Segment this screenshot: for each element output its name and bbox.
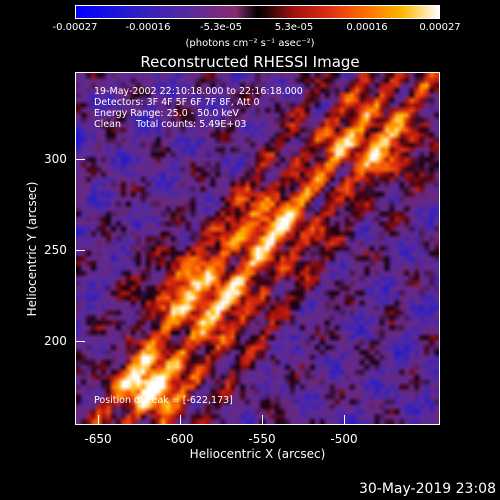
energy-range-text: Energy Range: 25.0 - 50.0 keV [94,108,239,119]
x-tick-label: -500 [330,432,358,446]
colorbar-tick: 5.3e-05 [274,22,314,33]
x-tick-label: -550 [248,432,276,446]
y-tick-mark [75,159,85,160]
colorbar-tick: -0.00016 [125,22,171,33]
timestamp: 30-May-2019 23:08 [358,481,496,497]
y-tick-label: 300 [44,152,67,166]
x-tick-mark [344,415,345,425]
x-tick-mark [262,415,263,425]
colorbar-tick: 0.00027 [419,22,461,33]
y-tick-label: 200 [44,334,67,348]
time-range-text: 19-May-2002 22:10:18.000 to 22:16:18.000 [94,86,303,97]
colorbar [75,5,440,19]
y-tick-mark [75,341,85,342]
colorbar-tick: -5.3e-05 [200,22,242,33]
colorbar-tick: -0.00027 [52,22,98,33]
clean-counts-text: Clean Total counts: 5.49E+03 [94,119,247,130]
colorbar-units: (photons cm⁻² s⁻¹ asec⁻²) [185,38,315,49]
image-plot: 19-May-2002 22:10:18.000 to 22:16:18.000… [75,72,440,425]
x-tick-label: -600 [166,432,194,446]
x-tick-mark [180,415,181,425]
y-tick-label: 250 [44,243,67,257]
y-axis-label: Heliocentric Y (arcsec) [25,181,39,317]
y-tick-mark [75,250,85,251]
heatmap-image [76,73,439,424]
peak-position-text: Position of Peak = [-622,173] [94,395,233,406]
x-tick-label: -650 [84,432,112,446]
x-tick-mark [98,415,99,425]
detectors-text: Detectors: 3F 4F 5F 6F 7F 8F, Att 0 [94,97,260,108]
image-title: Reconstructed RHESSI Image [140,53,360,71]
x-axis-label: Heliocentric X (arcsec) [189,447,326,461]
colorbar-tick: 0.00016 [346,22,388,33]
